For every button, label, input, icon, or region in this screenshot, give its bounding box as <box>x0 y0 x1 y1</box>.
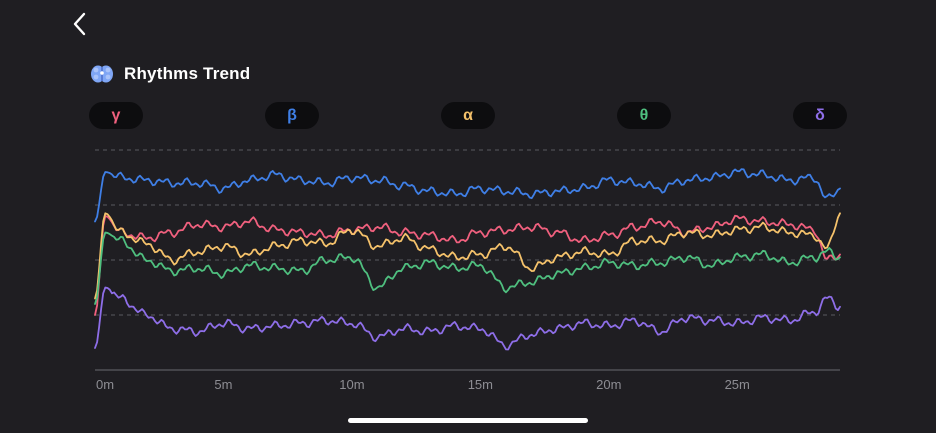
series-line <box>94 212 841 300</box>
tab-label: β <box>287 106 297 124</box>
x-tick-label: 25m <box>725 377 750 392</box>
series-line <box>94 168 841 223</box>
series-line <box>94 214 841 316</box>
x-tick-label: 10m <box>339 377 364 392</box>
tab-label: δ <box>815 106 825 124</box>
x-tick-label: 5m <box>214 377 232 392</box>
tab-beta[interactable]: β <box>265 102 319 129</box>
series-line <box>94 286 841 351</box>
chevron-left-icon <box>73 12 86 36</box>
rhythms-line-chart: 0m 5m 10m 15m 20m 25m <box>94 149 841 392</box>
tab-gamma[interactable]: γ <box>89 102 143 129</box>
x-tick-label: 15m <box>468 377 493 392</box>
band-filter-tabs: γ β α θ δ <box>0 102 936 130</box>
tab-delta[interactable]: δ <box>793 102 847 129</box>
x-tick-label: 0m <box>96 377 114 392</box>
chart-header: Rhythms Trend <box>90 62 250 86</box>
home-indicator[interactable] <box>348 418 588 423</box>
tab-label: θ <box>639 106 649 124</box>
page-title: Rhythms Trend <box>124 64 251 83</box>
tab-label: γ <box>111 106 121 124</box>
x-tick-label: 20m <box>596 377 621 392</box>
tab-alpha[interactable]: α <box>441 102 495 129</box>
series-line <box>94 231 841 305</box>
brain-icon <box>90 62 114 86</box>
back-button[interactable] <box>66 10 94 38</box>
tab-label: α <box>463 106 473 124</box>
tab-theta[interactable]: θ <box>617 102 671 129</box>
